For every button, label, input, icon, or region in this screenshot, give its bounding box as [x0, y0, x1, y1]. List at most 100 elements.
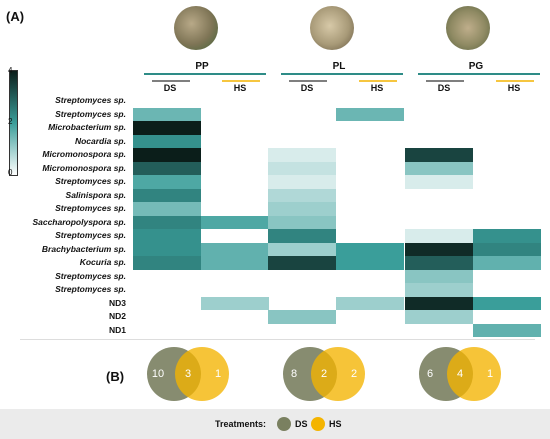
heatmap-cell [473, 242, 541, 256]
panel-a-label: (A) [6, 9, 25, 24]
colorbar-max-label: 4 [8, 66, 13, 75]
venn-diagrams [147, 347, 501, 401]
row-label: ND3 [108, 297, 126, 308]
row-label: Streptomyces sp. [55, 203, 126, 213]
pl-habitat-photo [310, 6, 354, 50]
heatmap-cell [405, 310, 473, 324]
heatmap-cell [133, 121, 201, 135]
subgroup-ds-pl: DS [300, 83, 314, 93]
heatmap-cell [473, 323, 541, 337]
heatmap-cell [268, 188, 336, 202]
heatmap-cell [201, 242, 269, 256]
group-header-lines [144, 73, 540, 82]
heatmap-cell [405, 269, 473, 283]
heatmap-cell [336, 256, 404, 270]
heatmap-cell [405, 283, 473, 297]
heatmap-cell [133, 161, 201, 175]
venn-ds-only-count: 10 [151, 368, 165, 380]
group-title-pg: PG [468, 61, 484, 72]
heatmap-cell [405, 148, 473, 162]
subgroup-hs-pl: HS [370, 83, 384, 93]
venn-hs-only-count: 2 [350, 368, 358, 380]
heatmap-cell [268, 229, 336, 243]
heatmap-cell [405, 229, 473, 243]
heatmap-cell [268, 256, 336, 270]
heatmap-cell [405, 175, 473, 189]
heatmap-cell [133, 256, 201, 270]
venn-hs-only-count: 1 [486, 368, 494, 380]
heatmap-cell [133, 202, 201, 216]
heatmap-cell [133, 188, 201, 202]
legend-ds-label: DS [295, 419, 308, 429]
venn-hs-circle [311, 347, 365, 401]
subgroup-hs-pg: HS [507, 83, 521, 93]
heatmap-cell [268, 161, 336, 175]
heatmap-cell [133, 134, 201, 148]
legend-ds-swatch [277, 417, 291, 431]
row-label: Saccharopolyspora sp. [32, 216, 126, 227]
heatmap-cell [473, 229, 541, 243]
venn-shared-count: 3 [184, 368, 192, 380]
venn-shared-count: 4 [456, 368, 464, 380]
heatmap-cell [336, 296, 404, 310]
heatmap-cell [336, 107, 404, 121]
heatmap-cell [133, 242, 201, 256]
group-title-pp: PP [195, 61, 209, 72]
row-label: Micromonospora sp. [42, 162, 126, 173]
row-label: Streptomyces sp. [55, 108, 126, 119]
venn-hs-circle [447, 347, 501, 401]
heatmap-cell [268, 310, 336, 324]
row-label: Streptomyces sp. [55, 284, 126, 294]
heatmap-cell [133, 215, 201, 229]
colorbar [9, 70, 18, 176]
row-label: Kocuria sp. [79, 257, 126, 267]
subgroup-ds-pp: DS [163, 83, 177, 93]
venn-ds-only-count: 8 [290, 368, 298, 380]
legend-hs-swatch [311, 417, 325, 431]
heatmap-cell [133, 107, 201, 121]
heatmap-cell [405, 296, 473, 310]
heatmap-cell [336, 242, 404, 256]
panel-b-label: (B) [106, 369, 125, 384]
subgroup-hs-pp: HS [233, 83, 247, 93]
heatmap-cell [133, 175, 201, 189]
venn-shared-count: 2 [320, 368, 328, 380]
group-title-pl: PL [332, 61, 346, 72]
heatmap-cell [268, 202, 336, 216]
heatmap-cell [201, 215, 269, 229]
heatmap-cell [268, 175, 336, 189]
legend-hs-label: HS [329, 419, 342, 429]
row-label: Salinispora sp. [65, 189, 126, 200]
venn-hs-circle [175, 347, 229, 401]
row-label: Microbacterium sp. [48, 122, 126, 132]
heatmap-cell [473, 296, 541, 310]
row-label: Streptomyces sp. [55, 176, 126, 186]
heatmap-cell [473, 256, 541, 270]
row-label: Streptomyces sp. [55, 270, 126, 281]
row-label: ND1 [108, 324, 126, 335]
legend-title: Treatments: [215, 419, 267, 429]
row-label: Streptomyces sp. [55, 230, 126, 240]
venn-hs-only-count: 1 [214, 368, 222, 380]
heatmap-cell [268, 148, 336, 162]
legend-box: Treatments: DS HS [0, 409, 550, 439]
colorbar-min-label: 0 [8, 168, 13, 177]
venn-ds-only-count: 6 [426, 368, 434, 380]
heatmap-cell [133, 148, 201, 162]
row-label: Nocardia sp. [74, 135, 126, 146]
row-label: ND2 [108, 311, 126, 321]
heatmap-cell [405, 242, 473, 256]
row-label: Streptomyces sp. [55, 95, 126, 105]
colorbar-mid-label: 2 [8, 117, 13, 126]
heatmap-cell [201, 256, 269, 270]
heatmap-cell [405, 256, 473, 270]
panel-divider [20, 339, 535, 340]
heatmap-cell [268, 215, 336, 229]
heatmap-cell [405, 161, 473, 175]
heatmap-cell [268, 242, 336, 256]
row-label: Brachybacterium sp. [41, 243, 126, 254]
heatmap-cell [201, 296, 269, 310]
heatmap-cell [133, 229, 201, 243]
pg-habitat-photo [446, 6, 490, 50]
row-label: Micromonospora sp. [42, 149, 126, 159]
